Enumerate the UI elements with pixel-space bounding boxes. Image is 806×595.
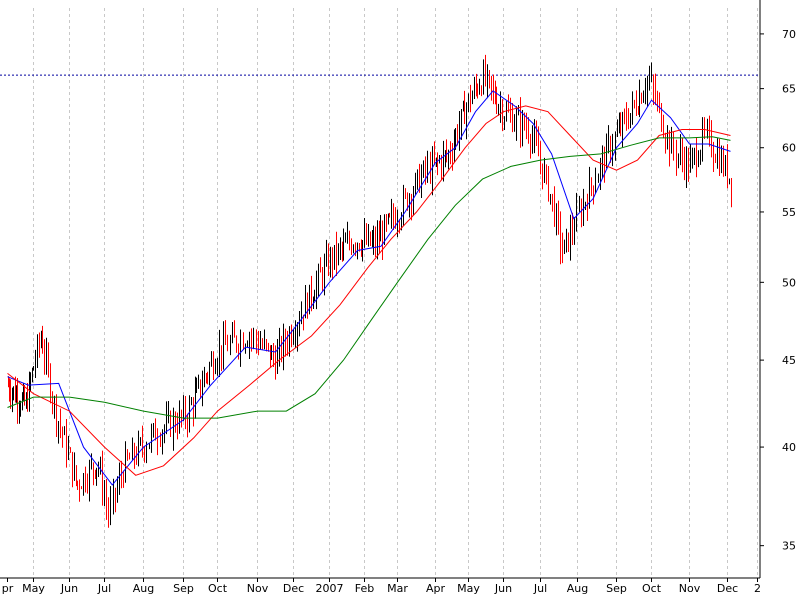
x-tick-label: Jul [97,582,111,595]
moving-average-line [7,105,731,476]
y-tick-label: 50 [782,276,796,289]
x-tick-label: Apr [426,582,446,595]
y-tick-label: 55 [782,206,796,219]
x-tick-label: Feb [355,582,374,595]
x-tick-label: 2007 [316,582,344,595]
y-tick-label: 35 [782,540,796,553]
moving-average-line [7,90,731,486]
x-tick-label: Dec [717,582,738,595]
moving-average-line [7,136,731,419]
price-bars [8,54,732,528]
y-tick-label: 60 [782,142,796,155]
x-tick-label: Sep [173,582,194,595]
x-tick-label: Aug [133,582,154,595]
x-tick-label: Nov [679,582,701,595]
x-axis-tick-labels: pr May Jun Jul Aug Sep Oct Nov Dec 2007 Feb Mar Apr M… [2,578,761,595]
y-tick-label: 65 [782,83,796,96]
x-tick-label: Mar [387,582,408,595]
grid-lines [33,8,758,578]
x-tick-label: Jun [60,582,78,595]
x-tick-label: Dec [283,582,304,595]
x-tick-label: Oct [642,582,662,595]
y-tick-label: 40 [782,441,796,454]
x-tick-label: May [457,582,480,595]
x-tick-label: Jun [494,582,512,595]
y-tick-label: 45 [782,354,796,367]
x-tick-label: pr [2,582,14,595]
y-tick-label: 70 [782,28,796,41]
moving-average-lines [7,90,731,486]
y-axis-tick-labels: 35 40 45 50 55 60 65 70 [760,28,796,553]
x-tick-label: Jul [533,582,547,595]
x-tick-label: May [22,582,45,595]
x-tick-label: Sep [606,582,627,595]
x-tick-label: 2 [754,582,761,595]
x-tick-label: Aug [567,582,588,595]
x-tick-label: Nov [247,582,269,595]
x-tick-label: Oct [208,582,228,595]
